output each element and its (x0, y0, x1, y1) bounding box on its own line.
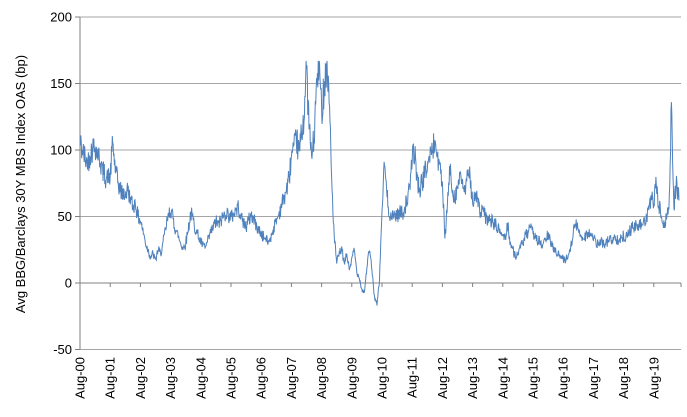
x-tick-label: Aug-06 (254, 357, 269, 399)
x-tick-label: Aug-02 (133, 357, 148, 399)
x-tick-label: Aug-11 (405, 357, 420, 398)
x-tick-label: Aug-05 (224, 357, 239, 399)
x-tick-label: Aug-16 (556, 357, 571, 399)
oas-series-line (79, 60, 680, 306)
x-tick-label: Aug-13 (465, 357, 480, 399)
y-tick-label: 200 (50, 10, 72, 25)
x-tick-label: Aug-04 (193, 357, 208, 399)
x-tick-label: Aug-01 (103, 357, 118, 399)
x-tick-label: Aug-08 (314, 357, 329, 399)
y-tick-label: 150 (50, 76, 72, 91)
x-tick-label: Aug-19 (646, 357, 661, 399)
x-tick-label: Aug-12 (435, 357, 450, 399)
y-tick-label: 100 (50, 143, 72, 158)
y-axis-title: Avg BBG/Barclays 30Y MBS Index OAS (bp) (13, 54, 28, 314)
x-tick-label: Aug-15 (526, 357, 541, 399)
x-tick-label: Aug-17 (586, 357, 601, 399)
x-tick-label: Aug-18 (616, 357, 631, 399)
x-tick-label: Aug-09 (344, 357, 359, 399)
x-tick-label: Aug-03 (163, 357, 178, 399)
x-tick-label: Aug-07 (284, 357, 299, 399)
x-tick-label: Aug-00 (73, 357, 88, 399)
y-tick-label: 50 (58, 209, 72, 224)
y-tick-label: -50 (53, 342, 72, 357)
x-tick-label: Aug-10 (375, 357, 390, 399)
y-tick-label: 0 (65, 276, 72, 291)
x-tick-label: Aug-14 (495, 357, 510, 399)
